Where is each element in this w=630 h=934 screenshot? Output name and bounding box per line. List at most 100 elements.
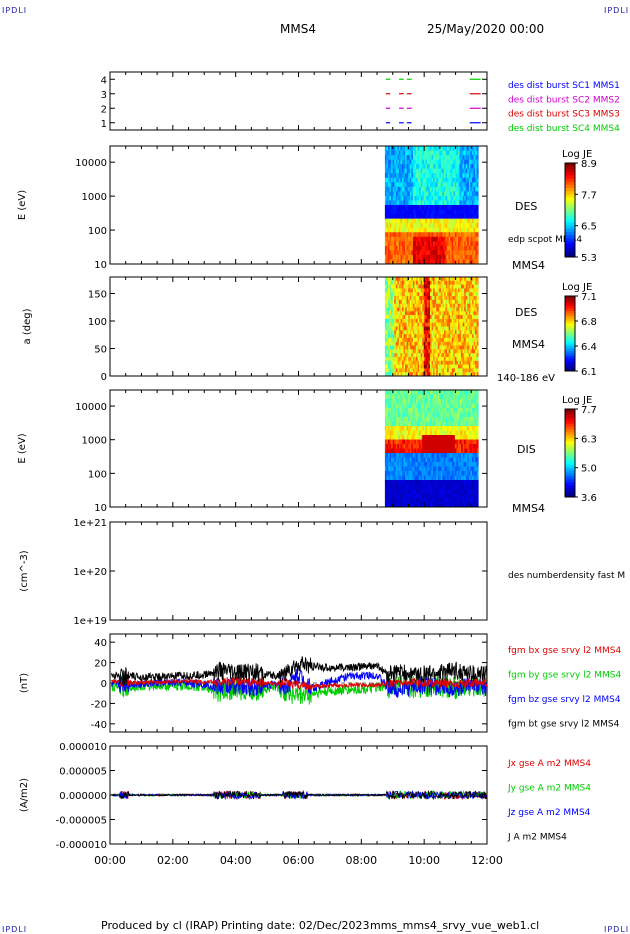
spectrogram-cell [414, 330, 417, 335]
spectrogram-cell [411, 168, 414, 174]
spectrogram-cell [423, 303, 426, 308]
spectrogram-cell [475, 457, 478, 463]
spectrogram-cell [467, 502, 470, 508]
spectrogram-cell [394, 245, 397, 251]
spectrogram-cell [471, 296, 474, 301]
spectrogram-cell [464, 453, 467, 458]
spectrogram-cell [456, 284, 459, 289]
spectrogram-cell [414, 288, 417, 293]
spectrogram-cell [408, 200, 411, 206]
spectrogram-cell [465, 232, 468, 238]
spectrogram-cell [437, 159, 440, 165]
spectrogram-cell [419, 466, 422, 472]
spectrogram-cell [388, 245, 390, 251]
spectrogram-cell [431, 284, 434, 289]
spectrogram-cell [476, 209, 479, 215]
spectrogram-cell [395, 448, 398, 454]
spectrogram-cell [411, 337, 414, 343]
spectrogram-cell [475, 353, 478, 358]
spectrogram-cell [425, 462, 428, 467]
spectrogram-cell [437, 150, 440, 156]
spectrogram-cell [450, 315, 453, 320]
spectrogram-cell [409, 218, 412, 224]
spectrogram-cell [476, 394, 479, 400]
spectrogram-cell [468, 245, 471, 251]
spectrogram-cell [388, 356, 390, 362]
spectrogram-cell [433, 241, 436, 247]
spectrogram-cell [412, 200, 415, 206]
spectrogram-cell [408, 330, 411, 335]
spectrogram-cell [426, 448, 429, 454]
spectrogram-cell [384, 435, 387, 440]
spectrogram-cell [405, 403, 408, 409]
spectrogram-cell [419, 214, 422, 220]
spectrogram-cell [389, 498, 392, 503]
spectrogram-cell [437, 457, 440, 463]
spectrogram-cell [414, 191, 417, 197]
spectrogram-cell [417, 349, 420, 354]
spectrogram-cell [400, 322, 403, 327]
spectrogram-cell [395, 177, 398, 183]
spectrogram-cell [403, 186, 406, 192]
spectrogram-cell [411, 417, 414, 422]
spectrogram-cell [428, 480, 431, 485]
spectrogram-cell [388, 417, 390, 422]
spectrogram-cell [464, 159, 467, 165]
spectrogram-cell [414, 466, 417, 472]
spectrogram-cell [453, 280, 456, 286]
spectrogram-cell [448, 292, 451, 297]
spectrogram-cell [402, 412, 404, 418]
spectrogram-cell [454, 191, 457, 197]
spectrogram-cell [468, 195, 471, 201]
spectrogram-cell [429, 337, 432, 343]
spectrogram-cell [465, 462, 468, 467]
spectrogram-cell [467, 322, 470, 327]
spectrogram-cell [431, 408, 434, 413]
spectrogram-cell [456, 502, 459, 508]
spectrogram-cell [417, 315, 420, 320]
spectrogram-cell [422, 421, 425, 427]
spectrogram-cell [388, 334, 390, 339]
spectrogram-cell [453, 408, 456, 413]
spectrogram-cell [409, 315, 412, 320]
spectrogram-cell [473, 277, 476, 282]
spectrogram-cell [425, 296, 428, 301]
spectrogram-cell [436, 408, 439, 413]
spectrogram-cell [451, 155, 454, 161]
spectrogram-cell [409, 341, 412, 346]
spectrogram-cell [411, 299, 414, 305]
spectrogram-cell [414, 399, 417, 404]
spectrogram-cell [405, 462, 408, 467]
spectrogram-cell [468, 159, 471, 165]
spectrogram-cell [431, 250, 434, 256]
spectrogram-cell [464, 150, 467, 156]
spectrogram-cell [406, 345, 409, 350]
spectrogram-cell [473, 426, 476, 431]
spectrogram-cell [428, 417, 431, 422]
spectrogram-cell [429, 502, 432, 508]
spectrogram-cell [425, 399, 428, 404]
spectrogram-cell [423, 462, 426, 467]
spectrogram-cell [471, 439, 474, 445]
spectrogram-cell [408, 353, 411, 358]
colorbar-cell [565, 321, 575, 324]
spectrogram-cell [398, 412, 401, 418]
spectrogram-cell [445, 417, 448, 422]
spectrogram-cell [445, 471, 448, 476]
spectrogram-cell [391, 250, 394, 256]
spectrogram-cell [437, 284, 440, 289]
spectrogram-cell [433, 173, 436, 179]
spectrogram-cell [388, 232, 390, 238]
spectrogram-cell [419, 311, 422, 316]
spectrogram-cell [398, 218, 401, 224]
spectrogram-cell [465, 311, 468, 316]
spectrogram-cell [468, 466, 471, 472]
spectrogram-cell [440, 292, 443, 297]
spectrogram-cell [434, 403, 437, 409]
spectrogram-cell [429, 177, 432, 183]
spectrogram-cell [412, 484, 415, 490]
spectrogram-cell [470, 360, 473, 365]
spectrogram-cell [425, 292, 428, 297]
spectrogram-cell [384, 214, 387, 220]
spectrogram-cell [456, 341, 459, 346]
